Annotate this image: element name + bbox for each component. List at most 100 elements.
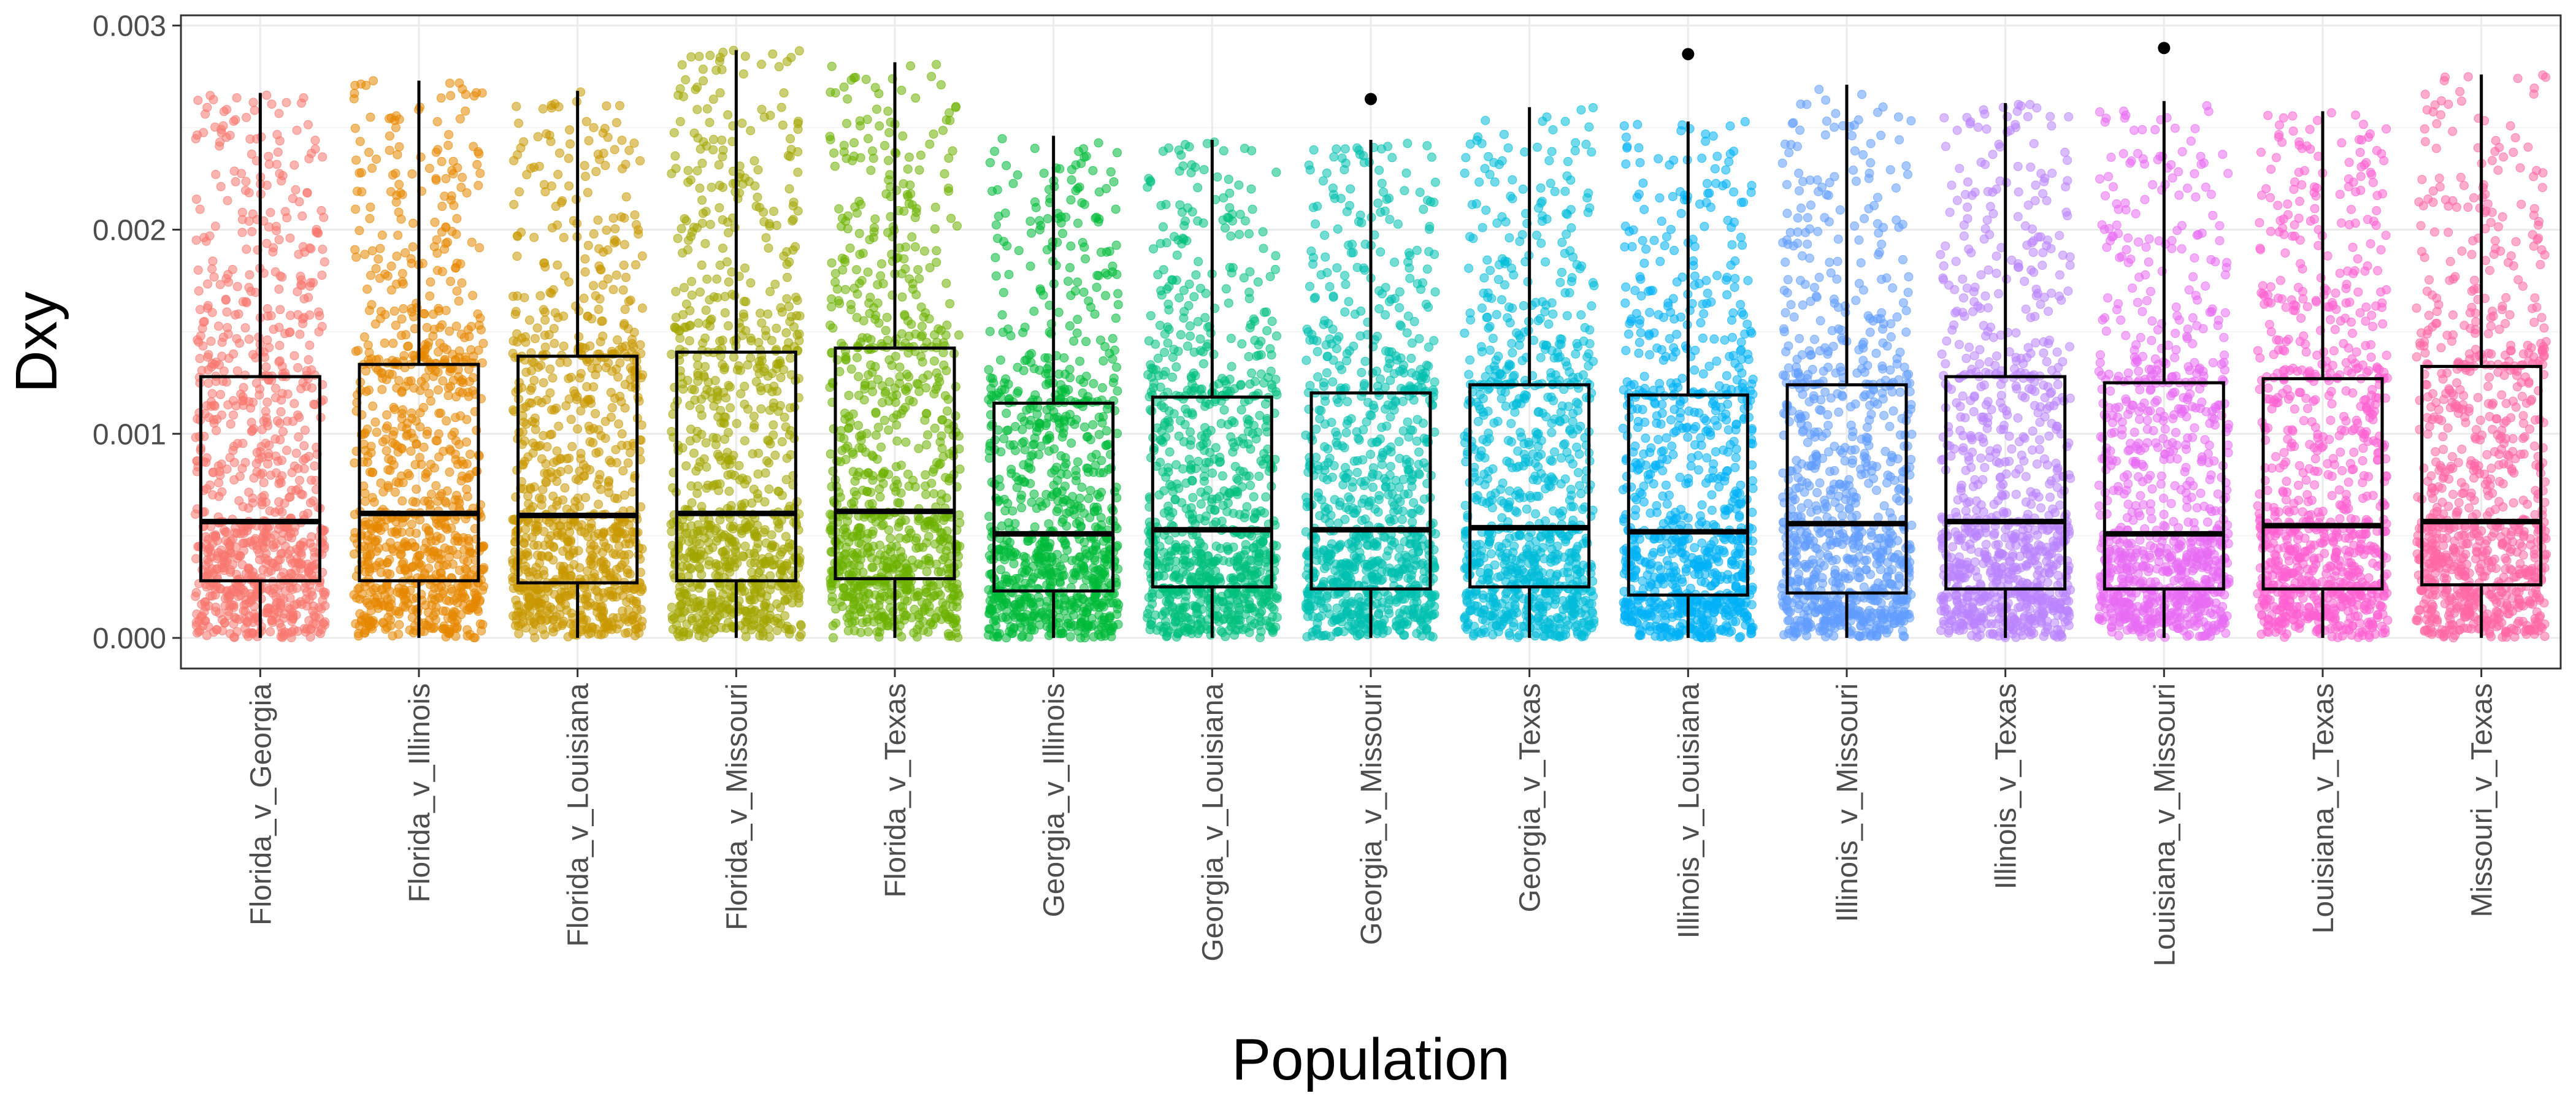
jitter-point — [687, 277, 696, 286]
jitter-point — [263, 397, 272, 407]
jitter-point — [424, 389, 434, 399]
jitter-point — [856, 607, 866, 617]
jitter-point — [589, 123, 599, 132]
jitter-point — [1081, 337, 1091, 347]
jitter-point — [431, 481, 441, 491]
jitter-point — [720, 362, 729, 372]
jitter-point — [843, 626, 853, 635]
jitter-point — [723, 110, 733, 120]
jitter-point — [856, 153, 865, 163]
jitter-point — [274, 235, 284, 245]
jitter-point — [626, 296, 635, 305]
jitter-point — [666, 519, 676, 529]
jitter-point — [772, 323, 781, 333]
jitter-point — [472, 159, 482, 169]
jitter-point — [897, 632, 907, 642]
jitter-point — [549, 324, 559, 334]
jitter-point — [921, 470, 930, 480]
jitter-point — [526, 385, 535, 395]
jitter-point — [711, 524, 721, 534]
jitter-point — [585, 437, 595, 447]
jitter-point — [911, 93, 921, 103]
jitter-point — [707, 314, 716, 324]
jitter-point — [1030, 522, 1040, 532]
jitter-point — [381, 446, 391, 456]
jitter-point — [737, 526, 747, 535]
jitter-point — [244, 334, 254, 344]
jitter-point — [955, 518, 965, 527]
jitter-point — [741, 326, 751, 335]
jitter-point — [842, 118, 851, 128]
jitter-point — [285, 327, 295, 337]
jitter-point — [1065, 364, 1075, 374]
jitter-point — [461, 90, 470, 99]
jitter-point — [1070, 286, 1080, 296]
jitter-point — [514, 118, 524, 128]
jitter-point — [695, 183, 705, 193]
jitter-point — [843, 94, 853, 104]
jitter-point — [446, 91, 456, 101]
jitter-point — [876, 271, 886, 281]
jitter-point — [734, 461, 744, 470]
jitter-point — [827, 61, 837, 71]
jitter-point — [438, 624, 448, 634]
jitter-point — [246, 286, 256, 296]
jitter-point — [381, 624, 391, 634]
jitter-point — [273, 147, 283, 157]
jitter-point — [195, 625, 205, 635]
jitter-point — [677, 60, 687, 70]
jitter-point — [259, 527, 269, 537]
jitter-point — [307, 383, 317, 393]
jitter-point — [473, 180, 483, 190]
jitter-point — [757, 104, 767, 114]
jitter-point — [294, 413, 304, 422]
jitter-point — [294, 432, 304, 442]
jitter-point — [765, 286, 775, 296]
jitter-point — [868, 146, 877, 156]
jitter-point — [248, 98, 258, 107]
jitter-point — [1108, 261, 1117, 271]
jitter-point — [223, 270, 233, 280]
jitter-point — [715, 56, 724, 66]
jitter-point — [459, 459, 468, 469]
jitter-point — [882, 313, 892, 323]
jitter-point — [941, 366, 951, 375]
jitter-point — [849, 497, 859, 507]
jitter-point — [702, 104, 712, 113]
jitter-point — [772, 221, 781, 230]
jitter-point — [872, 104, 881, 114]
jitter-point — [350, 245, 360, 255]
jitter-point — [863, 267, 873, 277]
jitter-point — [714, 597, 724, 607]
jitter-point — [580, 343, 590, 353]
jitter-point — [916, 351, 926, 361]
jitter-point — [575, 466, 585, 476]
jitter-point — [194, 616, 204, 626]
jitter-point — [793, 167, 803, 177]
jitter-point — [686, 52, 696, 62]
jitter-point — [583, 312, 592, 321]
jitter-point — [619, 319, 629, 329]
jitter-point — [529, 618, 539, 628]
jitter-point — [757, 59, 766, 69]
jitter-point — [718, 145, 728, 155]
jitter-point — [692, 82, 702, 92]
jitter-point — [763, 309, 773, 319]
jitter-point — [451, 263, 461, 273]
jitter-point — [256, 469, 266, 479]
jitter-point — [637, 251, 647, 261]
jitter-point — [857, 618, 867, 628]
jitter-point — [753, 489, 762, 499]
jitter-point — [913, 265, 923, 275]
jitter-point — [262, 90, 272, 100]
jitter-point — [539, 378, 548, 388]
jitter-point — [750, 588, 760, 598]
jitter-point — [191, 509, 201, 519]
jitter-point — [668, 624, 678, 634]
jitter-point — [794, 46, 804, 56]
jitter-point — [232, 282, 242, 291]
jitter-point — [719, 412, 729, 422]
jitter-point — [793, 206, 803, 216]
jitter-point — [680, 283, 689, 293]
jitter-point — [671, 164, 681, 174]
